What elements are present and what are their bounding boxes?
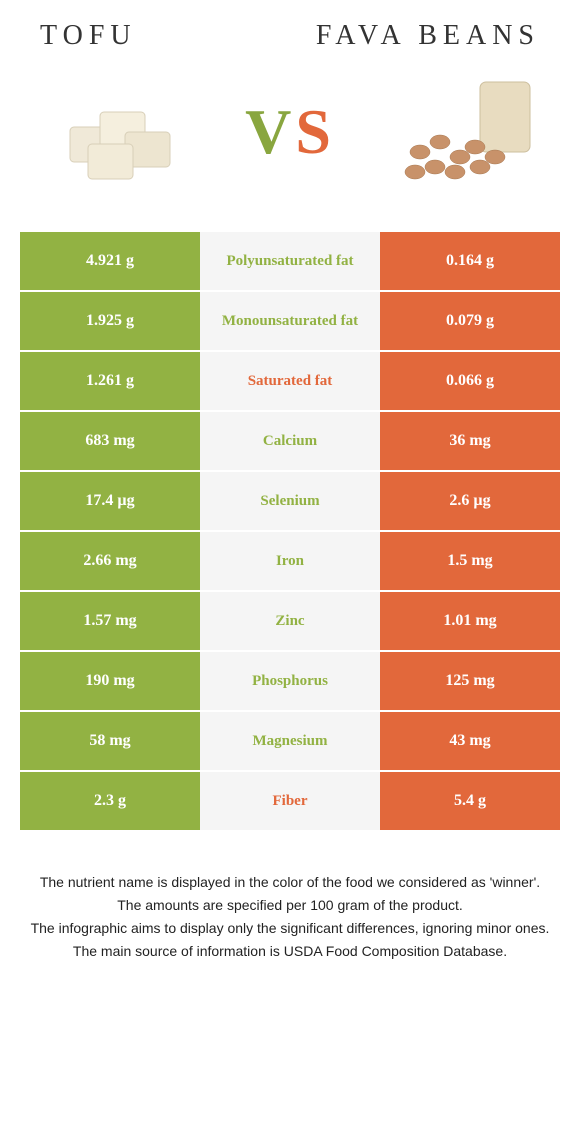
footer-line: The infographic aims to display only the… bbox=[30, 918, 550, 939]
value-right: 125 mg bbox=[380, 652, 560, 710]
footer-line: The nutrient name is displayed in the co… bbox=[30, 872, 550, 893]
nutrient-label: Zinc bbox=[200, 592, 380, 650]
nutrient-label: Selenium bbox=[200, 472, 380, 530]
nutrient-label: Iron bbox=[200, 532, 380, 590]
value-right: 1.01 mg bbox=[380, 592, 560, 650]
value-right: 36 mg bbox=[380, 412, 560, 470]
nutrient-row: 683 mgCalcium36 mg bbox=[20, 412, 560, 472]
value-left: 4.921 g bbox=[20, 232, 200, 290]
nutrient-label: Monounsaturated fat bbox=[200, 292, 380, 350]
footer-line: The amounts are specified per 100 gram o… bbox=[30, 895, 550, 916]
value-left: 2.3 g bbox=[20, 772, 200, 830]
nutrient-label: Magnesium bbox=[200, 712, 380, 770]
food-title-left: TOFU bbox=[40, 20, 137, 52]
value-left: 1.925 g bbox=[20, 292, 200, 350]
value-left: 1.261 g bbox=[20, 352, 200, 410]
nutrient-row: 1.925 gMonounsaturated fat0.079 g bbox=[20, 292, 560, 352]
value-left: 58 mg bbox=[20, 712, 200, 770]
nutrient-row: 2.66 mgIron1.5 mg bbox=[20, 532, 560, 592]
value-right: 0.164 g bbox=[380, 232, 560, 290]
value-left: 2.66 mg bbox=[20, 532, 200, 590]
nutrient-label: Fiber bbox=[200, 772, 380, 830]
nutrient-row: 2.3 gFiber5.4 g bbox=[20, 772, 560, 832]
value-left: 17.4 µg bbox=[20, 472, 200, 530]
nutrient-row: 1.57 mgZinc1.01 mg bbox=[20, 592, 560, 652]
vs-v: V bbox=[245, 96, 295, 167]
fava-image bbox=[380, 72, 540, 192]
nutrient-row: 1.261 gSaturated fat0.066 g bbox=[20, 352, 560, 412]
nutrient-label: Phosphorus bbox=[200, 652, 380, 710]
vs-label: VS bbox=[245, 95, 335, 169]
value-right: 5.4 g bbox=[380, 772, 560, 830]
nutrient-row: 4.921 gPolyunsaturated fat0.164 g bbox=[20, 232, 560, 292]
value-right: 0.066 g bbox=[380, 352, 560, 410]
value-right: 43 mg bbox=[380, 712, 560, 770]
value-left: 190 mg bbox=[20, 652, 200, 710]
nutrient-row: 17.4 µgSelenium2.6 µg bbox=[20, 472, 560, 532]
nutrient-label: Calcium bbox=[200, 412, 380, 470]
footer-line: The main source of information is USDA F… bbox=[30, 941, 550, 962]
images-row: VS bbox=[0, 62, 580, 232]
nutrient-label: Saturated fat bbox=[200, 352, 380, 410]
footer-notes: The nutrient name is displayed in the co… bbox=[0, 862, 580, 974]
nutrient-label: Polyunsaturated fat bbox=[200, 232, 380, 290]
header: TOFU FAVA BEANS bbox=[0, 0, 580, 62]
food-title-right: FAVA BEANS bbox=[316, 20, 540, 52]
nutrient-row: 58 mgMagnesium43 mg bbox=[20, 712, 560, 772]
value-right: 0.079 g bbox=[380, 292, 560, 350]
value-left: 683 mg bbox=[20, 412, 200, 470]
vs-s: S bbox=[295, 96, 335, 167]
tofu-image bbox=[40, 72, 200, 192]
value-left: 1.57 mg bbox=[20, 592, 200, 650]
value-right: 1.5 mg bbox=[380, 532, 560, 590]
nutrient-row: 190 mgPhosphorus125 mg bbox=[20, 652, 560, 712]
value-right: 2.6 µg bbox=[380, 472, 560, 530]
nutrient-table: 4.921 gPolyunsaturated fat0.164 g1.925 g… bbox=[20, 232, 560, 832]
